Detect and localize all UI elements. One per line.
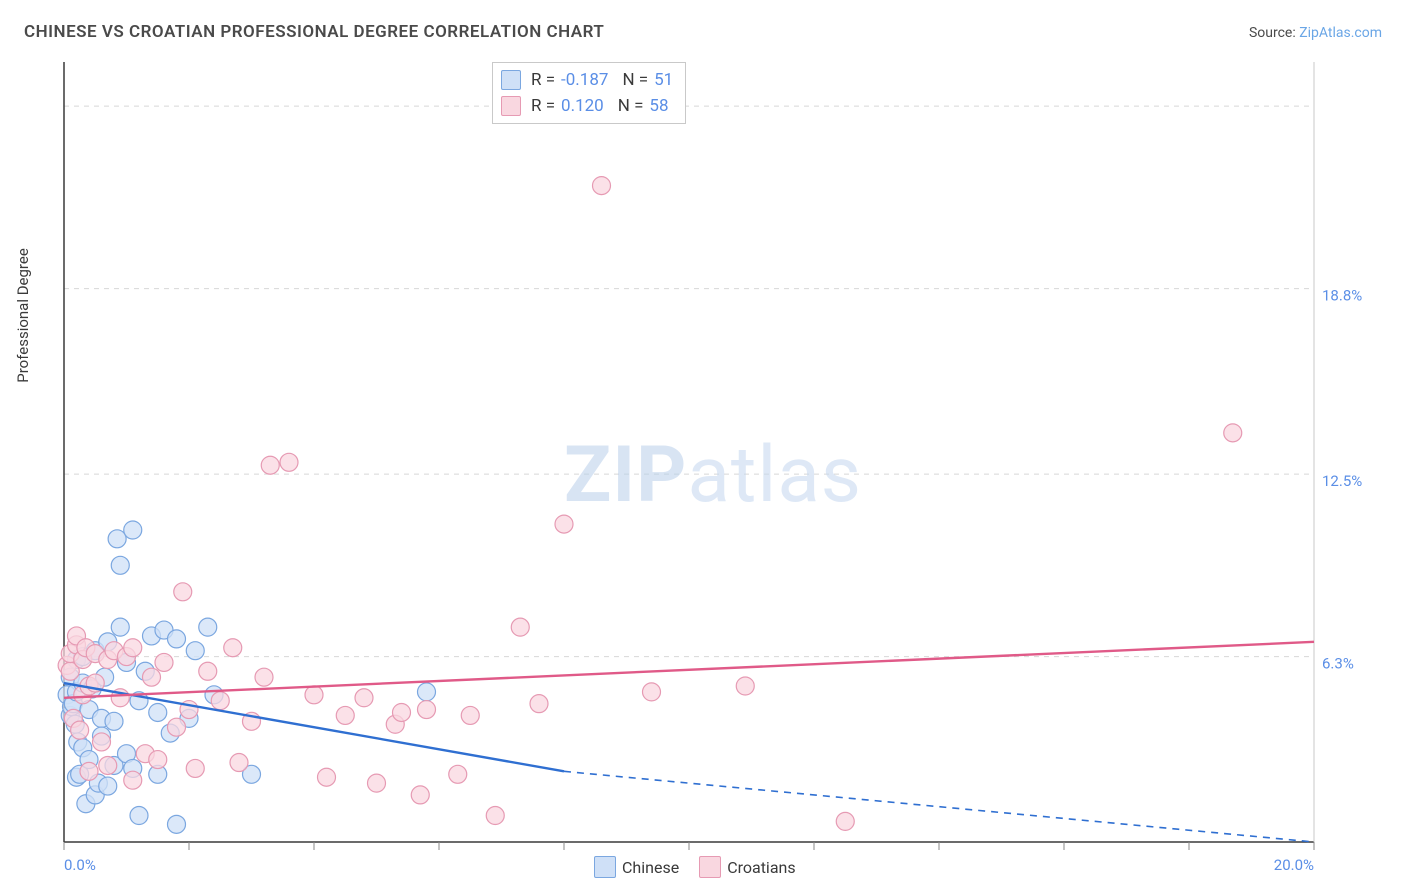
corr-r-value: -0.187 xyxy=(561,70,608,90)
scatter-point xyxy=(511,618,529,636)
y-tick-label: 12.5% xyxy=(1322,472,1362,490)
scatter-point xyxy=(411,786,429,804)
scatter-point xyxy=(174,583,192,601)
scatter-point xyxy=(108,530,126,548)
chart-header: CHINESE VS CROATIAN PROFESSIONAL DEGREE … xyxy=(0,0,1406,48)
corr-row: R = -0.187N = 51 xyxy=(501,67,673,93)
scatter-point xyxy=(168,718,186,736)
scatter-point xyxy=(168,815,186,833)
scatter-point xyxy=(355,689,373,707)
scatter-point xyxy=(449,765,467,783)
scatter-point xyxy=(261,456,279,474)
corr-r-value: 0.120 xyxy=(561,96,604,116)
scatter-point xyxy=(71,721,89,739)
scatter-point xyxy=(199,618,217,636)
scatter-point xyxy=(99,756,117,774)
scatter-point xyxy=(230,754,248,772)
scatter-point xyxy=(368,774,386,792)
regression-line xyxy=(64,642,1314,698)
source-link[interactable]: ZipAtlas.com xyxy=(1299,25,1382,41)
scatter-point xyxy=(393,703,411,721)
scatter-point xyxy=(124,521,142,539)
legend-label: Chinese xyxy=(622,858,679,877)
scatter-point xyxy=(461,706,479,724)
scatter-point xyxy=(305,686,323,704)
series-legend: Chinese Croatians xyxy=(594,854,796,880)
corr-row: R = 0.120N = 58 xyxy=(501,93,673,119)
x-tick-label: 0.0% xyxy=(64,856,96,874)
legend-swatch xyxy=(501,96,521,116)
regression-line-ext xyxy=(564,771,1314,842)
legend-swatch xyxy=(501,70,521,90)
scatter-point xyxy=(111,556,129,574)
legend-item: Croatians xyxy=(699,854,795,880)
scatter-point xyxy=(149,751,167,769)
chart-title: CHINESE VS CROATIAN PROFESSIONAL DEGREE … xyxy=(24,22,604,42)
scatter-point xyxy=(155,653,173,671)
y-tick-label: 18.8% xyxy=(1322,287,1362,305)
scatter-point xyxy=(643,683,661,701)
scatter-point xyxy=(486,807,504,825)
y-tick-label: 6.3% xyxy=(1322,655,1354,673)
correlation-stats-box: R = -0.187N = 51R = 0.120N = 58 xyxy=(492,62,686,124)
scatter-point xyxy=(124,771,142,789)
scatter-point xyxy=(168,630,186,648)
corr-n-value: 51 xyxy=(654,70,673,90)
legend-label: Croatians xyxy=(727,858,795,877)
scatter-point xyxy=(736,677,754,695)
scatter-chart: 6.3% 12.5% 18.8% 0.0% 20.0% xyxy=(24,50,1382,880)
scatter-point xyxy=(530,695,548,713)
legend-swatch xyxy=(594,856,616,878)
scatter-point xyxy=(105,712,123,730)
scatter-point xyxy=(318,768,336,786)
scatter-point xyxy=(418,683,436,701)
scatter-point xyxy=(555,515,573,533)
x-tick-label: 20.0% xyxy=(1274,856,1314,874)
scatter-point xyxy=(336,706,354,724)
legend-item: Chinese xyxy=(594,854,679,880)
scatter-point xyxy=(99,777,117,795)
scatter-point xyxy=(211,692,229,710)
scatter-point xyxy=(255,668,273,686)
scatter-point xyxy=(143,668,161,686)
legend-swatch xyxy=(699,856,721,878)
scatter-point xyxy=(418,701,436,719)
scatter-point xyxy=(186,642,204,660)
scatter-point xyxy=(93,733,111,751)
scatter-point xyxy=(149,703,167,721)
scatter-point xyxy=(280,453,298,471)
corr-n-value: 58 xyxy=(649,96,668,116)
scatter-point xyxy=(199,662,217,680)
scatter-point xyxy=(111,618,129,636)
scatter-point xyxy=(1224,424,1242,442)
y-axis-label: Professional Degree xyxy=(14,248,32,383)
scatter-point xyxy=(130,807,148,825)
scatter-point xyxy=(224,639,242,657)
scatter-point xyxy=(836,812,854,830)
chart-source: Source: ZipAtlas.com xyxy=(1249,25,1382,41)
chart-area: Professional Degree 6.3%12.5%18.8%0.0%20… xyxy=(24,50,1382,850)
scatter-point xyxy=(186,759,204,777)
scatter-point xyxy=(80,762,98,780)
source-prefix: Source: xyxy=(1249,25,1299,41)
scatter-point xyxy=(593,177,611,195)
scatter-point xyxy=(124,639,142,657)
